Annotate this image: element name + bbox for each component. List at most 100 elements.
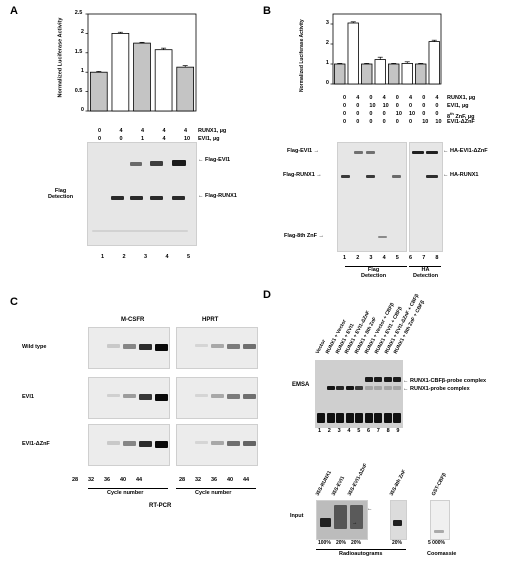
ytick-label: 0 <box>325 80 329 86</box>
panel-b-label-flag-evi1: Flag-EVI1 → <box>287 148 320 154</box>
lane-number: 6 <box>409 255 413 261</box>
cycle-number: 32 <box>195 477 202 483</box>
gel-band <box>211 394 224 399</box>
condition-label: RUNX1, µg <box>198 128 227 134</box>
condition-value: 4 <box>119 128 123 134</box>
lane-number: 1 <box>343 255 347 261</box>
condition-value: 0 <box>98 128 102 134</box>
panel-b-flag-bracket <box>345 266 407 267</box>
panel-c-xlabel-left: Cycle number <box>107 490 144 496</box>
gel-band <box>355 386 363 390</box>
ytick-label: 2 <box>80 29 84 36</box>
bar-5 <box>388 63 400 85</box>
condition-label: 8th ZnF, µg <box>447 111 475 120</box>
gel-band <box>130 196 143 200</box>
lane-number: 7 <box>376 428 380 434</box>
gel-band <box>227 344 240 349</box>
gel-band <box>130 162 142 166</box>
panel-a-label-flag-evi1: ← Flag-EVI1 <box>198 157 231 163</box>
bar-3 <box>361 63 373 85</box>
input-percent: 20% <box>392 540 403 546</box>
condition-value: 0 <box>382 111 386 117</box>
cycle-number: 28 <box>72 477 79 483</box>
gel-band <box>374 413 382 423</box>
gel-band <box>364 386 373 390</box>
cycle-number: 32 <box>88 477 95 483</box>
condition-value: 0 <box>356 119 360 125</box>
panel-c-xlabel-right: Cycle number <box>195 490 232 496</box>
gel-band <box>172 196 185 200</box>
panel-b-ha-bracket <box>409 266 441 267</box>
condition-value: 10 <box>422 119 429 125</box>
condition-value: 4 <box>356 95 360 101</box>
gel-band <box>345 413 354 423</box>
panel-d-input-label: Input <box>290 513 304 519</box>
gel-band <box>341 175 350 178</box>
condition-value: 0 <box>343 103 347 109</box>
condition-value: 0 <box>369 95 373 101</box>
gel-band <box>426 175 438 178</box>
panel-c-method: RT-PCR <box>149 503 172 509</box>
input-percent: 20% <box>351 540 362 546</box>
condition-value: 4 <box>184 128 188 134</box>
gel-band <box>434 530 444 533</box>
condition-value: 4 <box>409 95 413 101</box>
gel-band <box>366 151 375 154</box>
gel-band <box>139 344 152 351</box>
cycle-number: 44 <box>136 477 143 483</box>
lane-number: 3 <box>337 428 341 434</box>
condition-label: EVI1, µg <box>447 103 469 109</box>
input-percent: 20% <box>336 540 347 546</box>
gel-band <box>374 377 382 382</box>
gel-band <box>211 344 224 349</box>
cycle-number: 36 <box>211 477 218 483</box>
lane-number: 8 <box>435 255 439 261</box>
panel-c-bracket-right <box>176 488 256 489</box>
gel-band <box>243 344 256 350</box>
gel-band <box>243 441 256 447</box>
lane-number: 3 <box>144 254 148 260</box>
condition-value: 0 <box>422 95 426 101</box>
cycle-number: 44 <box>243 477 250 483</box>
gel-band <box>334 505 347 529</box>
condition-value: 0 <box>422 103 426 109</box>
lane-number: 5 <box>395 255 399 261</box>
rt-pcr-row-label: EVI1 <box>22 394 34 400</box>
cycle-number: 40 <box>227 477 234 483</box>
panel-d-complex-cbfb: ← RUNX1-CBFβ-probe complex <box>403 378 487 384</box>
chart-frame <box>332 13 442 85</box>
gel-band <box>350 505 363 529</box>
gel-band <box>393 377 401 382</box>
gel-band <box>107 344 120 348</box>
condition-value: 0 <box>343 95 347 101</box>
condition-value: 0 <box>356 111 360 117</box>
condition-value: 10 <box>395 111 402 117</box>
gel-band <box>383 377 392 382</box>
gel-band <box>123 394 136 399</box>
condition-value: 10 <box>184 136 191 142</box>
panel-b-label-ha-runx1: ← HA-RUNX1 <box>443 172 479 178</box>
gel-band <box>150 161 163 166</box>
condition-value: 0 <box>356 103 360 109</box>
ytick-label: 3 <box>325 20 329 26</box>
gel-band <box>195 394 208 398</box>
ytick-label: 2.5 <box>74 10 83 16</box>
condition-value: 4 <box>162 128 166 134</box>
gel-band <box>383 413 392 423</box>
rt-pcr-row-label: Wild type <box>22 344 47 350</box>
gel-band <box>354 151 363 154</box>
gel-band <box>317 413 325 423</box>
panel-a-letter: A <box>10 5 18 17</box>
gel-band <box>326 386 335 390</box>
ytick-label: 1 <box>80 68 84 75</box>
condition-label: RUNX1, µg <box>447 95 476 101</box>
condition-value: 10 <box>382 103 389 109</box>
input-percent: 100% <box>318 540 331 546</box>
panel-c-letter: C <box>10 296 18 308</box>
panel-d-input-arrow-lower: → <box>352 520 358 526</box>
condition-value: 0 <box>395 103 399 109</box>
panel-d-complex-runx1: ← RUNX1-probe complex <box>403 386 470 392</box>
condition-value: 4 <box>141 128 145 134</box>
ytick-label: 1.5 <box>74 48 83 55</box>
lane-number: 4 <box>382 255 386 261</box>
